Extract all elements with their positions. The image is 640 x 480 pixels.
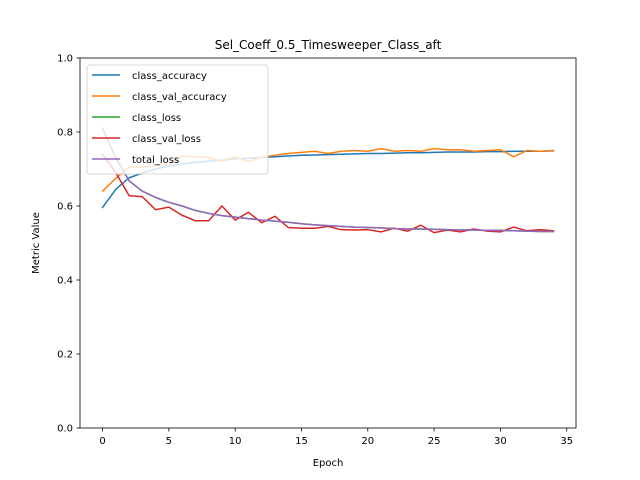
legend-label-class-val-loss: class_val_loss [132,134,201,145]
legend-label-class-accuracy: class_accuracy [132,71,207,82]
y-axis-label: Metric Value [31,212,42,274]
plot-area-frame [79,57,577,429]
y-tick-label: 0.2 [57,350,73,361]
x-tick-label: 10 [229,436,242,447]
x-tick-label: 5 [166,436,172,447]
legend-box [86,64,269,175]
y-tick-label: 0.4 [57,276,73,287]
y-tick-label: 0.6 [57,202,73,213]
legend: class_accuracy class_val_accuracy class_lo… [86,64,269,175]
legend-label-class-val-accuracy: class_val_accuracy [132,92,227,103]
x-tick-label: 0 [99,436,105,447]
x-tick-label: 30 [494,436,507,447]
x-tick-label: 25 [428,436,441,447]
x-axis-ticks: 0 5 10 15 20 25 30 35 [99,428,573,447]
legend-label-class-loss: class_loss [132,113,181,124]
legend-label-total-loss: total_loss [132,155,179,166]
y-axis-ticks: 0.0 0.2 0.4 0.6 0.8 1.0 [57,54,80,435]
y-tick-label: 0.8 [57,128,73,139]
series-line-total-loss [101,127,555,233]
x-tick-label: 20 [361,436,374,447]
y-tick-label: 1.0 [57,54,73,65]
chart-title: Sel_Coeff_0.5_Timesweeper_Class_aft [215,38,442,52]
x-axis-label: Epoch [313,458,344,469]
y-tick-label: 0.0 [57,424,73,435]
x-tick-label: 15 [295,436,308,447]
x-tick-label: 35 [560,436,573,447]
